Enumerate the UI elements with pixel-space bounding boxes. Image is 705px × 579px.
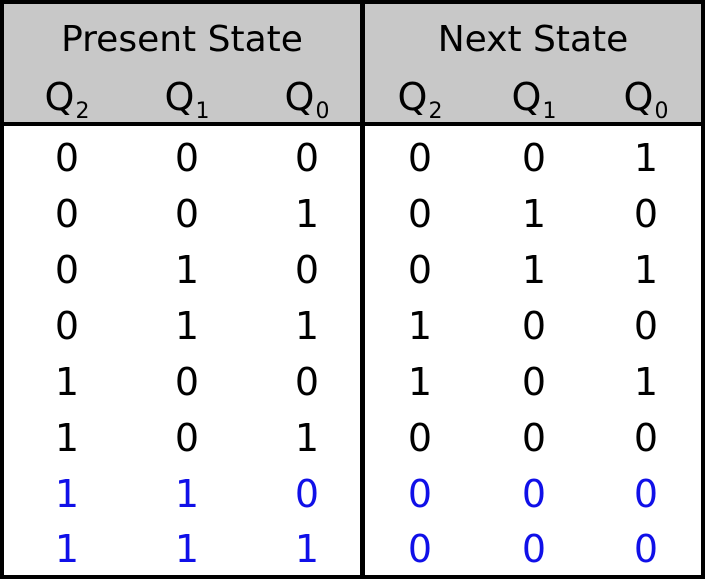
cell-present-q1: 0: [174, 192, 200, 236]
cell-next-q2: 0: [407, 192, 433, 236]
col-header-present-q0: Q0: [284, 75, 330, 124]
cell-next-q1: 0: [521, 304, 547, 348]
cell-next-q2: 0: [407, 527, 433, 571]
cell-next-q2: 0: [407, 136, 433, 180]
col-header-next-q1: Q1: [511, 75, 557, 124]
cell-next-q1: 1: [521, 192, 547, 236]
cell-next-q1: 0: [521, 360, 547, 404]
col-header-next-q0: Q0: [623, 75, 669, 124]
cell-present-q2: 1: [54, 360, 80, 404]
cell-next-q0: 0: [633, 472, 659, 516]
cell-next-q0: 0: [633, 416, 659, 460]
col-header-present-q1: Q1: [164, 75, 210, 124]
cell-present-q0: 1: [294, 304, 320, 348]
header-divider: [4, 122, 701, 126]
cell-present-q0: 0: [294, 248, 320, 292]
cell-next-q1: 0: [521, 416, 547, 460]
cell-next-q1: 0: [521, 136, 547, 180]
cell-present-q2: 0: [54, 248, 80, 292]
cell-present-q0: 0: [294, 472, 320, 516]
next-state-title: Next State: [437, 19, 629, 60]
cell-next-q2: 1: [407, 304, 433, 348]
cell-next-q0: 1: [633, 360, 659, 404]
cell-present-q1: 1: [174, 248, 200, 292]
cell-present-q2: 0: [54, 192, 80, 236]
cell-present-q1: 1: [174, 304, 200, 348]
present-state-title: Present State: [61, 19, 303, 60]
cell-present-q2: 1: [54, 527, 80, 571]
cell-next-q1: 0: [521, 527, 547, 571]
cell-present-q0: 0: [294, 136, 320, 180]
cell-next-q2: 0: [407, 248, 433, 292]
cell-next-q0: 1: [633, 136, 659, 180]
cell-next-q1: 1: [521, 248, 547, 292]
cell-present-q1: 1: [174, 527, 200, 571]
cell-next-q2: 0: [407, 472, 433, 516]
cell-next-q2: 1: [407, 360, 433, 404]
cell-present-q0: 1: [294, 416, 320, 460]
cell-present-q1: 1: [174, 472, 200, 516]
table-header: [4, 4, 701, 122]
cell-next-q0: 0: [633, 527, 659, 571]
cell-present-q1: 0: [174, 416, 200, 460]
cell-present-q1: 0: [174, 136, 200, 180]
cell-present-q2: 1: [54, 416, 80, 460]
cell-next-q0: 0: [633, 304, 659, 348]
cell-present-q2: 0: [54, 304, 80, 348]
cell-next-q2: 0: [407, 416, 433, 460]
cell-present-q0: 1: [294, 192, 320, 236]
cell-next-q0: 0: [633, 192, 659, 236]
cell-next-q0: 1: [633, 248, 659, 292]
cell-present-q2: 0: [54, 136, 80, 180]
col-header-next-q2: Q2: [397, 75, 443, 124]
col-header-present-q2: Q2: [44, 75, 90, 124]
cell-present-q1: 0: [174, 360, 200, 404]
group-divider: [360, 4, 365, 575]
cell-present-q2: 1: [54, 472, 80, 516]
cell-next-q1: 0: [521, 472, 547, 516]
cell-present-q0: 0: [294, 360, 320, 404]
cell-present-q0: 1: [294, 527, 320, 571]
